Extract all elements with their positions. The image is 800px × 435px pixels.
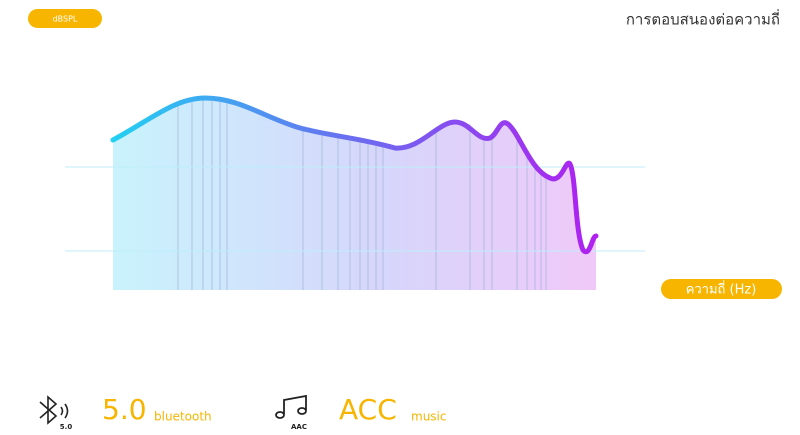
- unit-badge-text: dBSPL: [53, 15, 78, 24]
- feature-value: 5.0: [102, 393, 147, 426]
- x-badge-text: ความถี่ (Hz): [686, 281, 757, 298]
- frequency-lines: [177, 98, 547, 290]
- unit-badge: [28, 9, 102, 28]
- music-icon: [275, 394, 307, 419]
- title: การตอบสนองต่อความถี่: [626, 9, 780, 29]
- response-curve: [110, 95, 599, 255]
- feature-label: bluetooth: [154, 410, 212, 424]
- feature-value: ACC: [339, 393, 397, 426]
- response-area: [113, 98, 596, 290]
- music-icon-label: AAC: [291, 423, 307, 431]
- x-badge: [661, 279, 782, 299]
- bluetooth-icon: [39, 395, 69, 425]
- bluetooth-icon-label: 5.0: [60, 423, 73, 431]
- feature-label: music: [411, 410, 446, 424]
